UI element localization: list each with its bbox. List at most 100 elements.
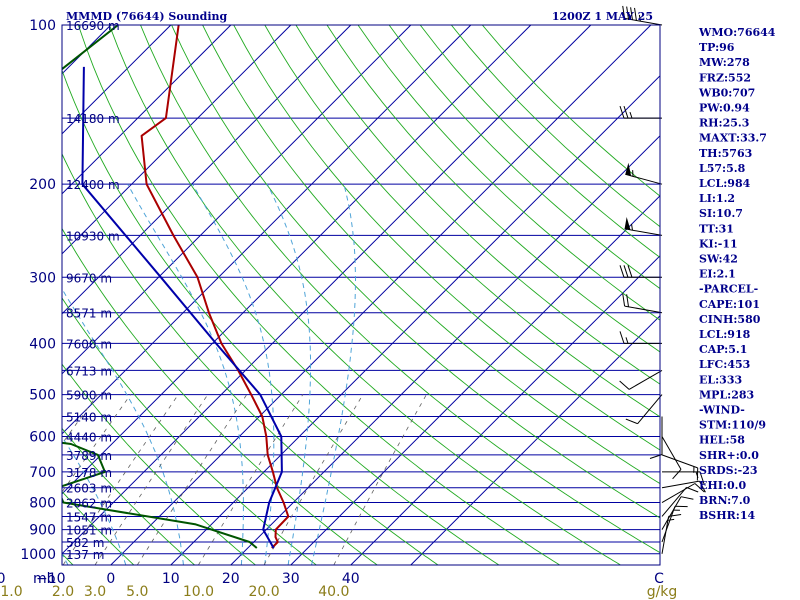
pressure-tick-label: 100 <box>29 18 56 34</box>
wind-barb-feather <box>694 483 705 493</box>
isotherm-line <box>110 25 652 565</box>
temperature-tick-label: 20 <box>222 571 240 587</box>
wind-barb-icon <box>622 5 663 26</box>
wind-barb-icon <box>619 331 663 344</box>
temperature-tick-label: 10 <box>162 571 180 587</box>
wind-barb-half-feather <box>638 14 641 22</box>
wind-barb-staff <box>661 480 700 489</box>
chart-time: 1200Z 1 MAY 25 <box>552 10 653 23</box>
wind-barb-icon <box>619 105 663 119</box>
wind-barb-feather <box>627 265 633 278</box>
index-entry: PW:0.94 <box>699 102 750 115</box>
dry-adiabat <box>77 25 560 565</box>
index-entry: HEL:58 <box>699 434 745 447</box>
isotherm-line <box>62 25 472 435</box>
index-entry: L57:5.8 <box>699 162 746 175</box>
wind-barb-feather <box>623 265 629 278</box>
temperature-trace <box>140 25 290 549</box>
index-entry: MPL:283 <box>699 388 754 401</box>
dry-adiabat <box>202 25 660 485</box>
wind-barb-flag <box>624 217 631 230</box>
height-label: 2062 m <box>66 497 112 511</box>
dry-adiabat <box>62 427 195 565</box>
wind-barb-feather <box>630 7 633 20</box>
moist-adiabat <box>192 183 275 565</box>
wind-barb-icon <box>661 514 682 554</box>
dry-adiabat <box>388 25 660 290</box>
height-label: 10930 m <box>66 229 120 243</box>
wind-barb-staff <box>661 436 682 470</box>
wind-barb-staff <box>624 17 663 26</box>
index-entry: CINH:580 <box>699 313 761 326</box>
index-entry: TH:5763 <box>699 147 752 160</box>
dry-adiabat <box>0 25 12 565</box>
wind-barb-feather <box>626 6 630 20</box>
dry-adiabat <box>108 25 621 565</box>
mixing-ratio-tick-label: 1.0 <box>0 584 22 600</box>
temperature-tick-label: −10 <box>36 571 66 587</box>
wind-barb-feather <box>634 7 637 21</box>
height-label: 14180 m <box>66 112 120 126</box>
wind-barb-feather <box>672 469 682 480</box>
moist-adiabat <box>62 288 184 565</box>
mixing-ratio-line <box>94 394 209 565</box>
height-label: 1547 m <box>66 510 112 524</box>
height-label: 16690 m <box>66 19 120 33</box>
wind-barb-staff <box>661 506 676 543</box>
wind-barb-feather <box>626 294 630 307</box>
indices-panel: WMO:76644 TP:96 MW:278 FRZ:552 WB0:707 PW:0.9… <box>698 26 776 522</box>
index-entry: TT:31 <box>699 222 734 235</box>
wind-barb-half-feather <box>695 471 699 479</box>
mixing-ratio-line <box>0 395 32 565</box>
index-entry: TP:96 <box>699 41 735 54</box>
dry-adiabat <box>62 69 500 565</box>
pressure-tick-label: 900 <box>29 523 56 539</box>
wind-barb-half-feather <box>629 111 633 119</box>
wind-barb-staff <box>661 487 687 517</box>
isotherm-line <box>62 25 172 135</box>
dry-adiabat <box>357 25 660 321</box>
height-label: 1051 m <box>66 524 112 538</box>
wind-barb-icon <box>624 217 663 236</box>
index-entry: BRN:7.0 <box>699 494 751 507</box>
plot-frame <box>61 24 661 566</box>
wind-barb-staff <box>661 454 698 469</box>
index-entry: SI:10.7 <box>699 207 743 220</box>
dry-adiabat <box>62 490 135 565</box>
wind-barb-feather <box>680 496 694 500</box>
height-label: 8571 m <box>66 307 112 321</box>
mixing-ratio-line <box>62 394 179 565</box>
wind-barb-feather <box>686 486 699 493</box>
wind-barb-staff <box>661 496 682 530</box>
wind-barb-staff <box>661 483 696 503</box>
wind-barb-icon <box>661 480 706 493</box>
moist-adiabat <box>266 183 312 565</box>
dry-adiabat <box>264 25 660 418</box>
pressure-tick-label: 1000 <box>20 547 56 563</box>
index-entry: -WIND- <box>699 404 745 417</box>
wind-barb-feather <box>625 418 638 425</box>
isotherm-line <box>62 25 352 315</box>
wind-barb-icon <box>661 471 705 485</box>
wind-barb-feather <box>622 293 626 307</box>
height-labels: 16690 m 14180 m 12400 m 10930 m 9670 m 8571 m… <box>66 19 120 562</box>
wind-barb-feather <box>668 514 682 517</box>
wind-barb-icon <box>661 496 694 530</box>
index-entry: SW:42 <box>699 253 738 266</box>
isotherm-line <box>0 25 51 565</box>
pressure-tick-label: 500 <box>29 388 56 404</box>
height-label: 5900 m <box>66 389 112 403</box>
dry-adiabat <box>62 297 317 565</box>
wind-barb-half-feather <box>625 337 629 344</box>
isotherm-line <box>410 315 660 565</box>
wind-barb-icon <box>619 369 663 390</box>
wind-barb-staff <box>661 516 670 554</box>
moist-adiabat <box>0 184 9 565</box>
wind-barb-feather <box>619 105 625 119</box>
wind-barb-feather <box>622 5 626 19</box>
wind-barb-icon <box>622 293 663 314</box>
chart-title: MMMD (76644) Sounding <box>66 10 228 23</box>
index-entry: CAPE:101 <box>699 298 760 311</box>
index-entry: MW:278 <box>699 56 750 69</box>
